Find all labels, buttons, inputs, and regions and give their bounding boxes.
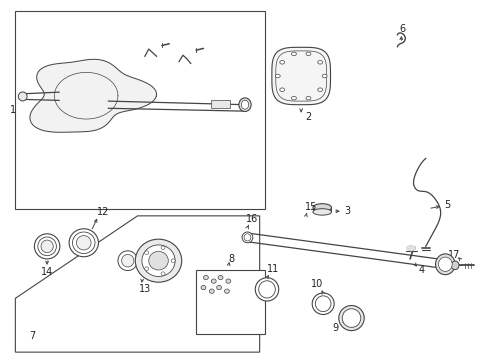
Polygon shape bbox=[407, 246, 415, 251]
Text: 1: 1 bbox=[10, 105, 16, 115]
Ellipse shape bbox=[280, 88, 285, 91]
Text: 12: 12 bbox=[97, 207, 109, 217]
Text: 13: 13 bbox=[139, 284, 151, 294]
Text: 2: 2 bbox=[305, 112, 312, 122]
Polygon shape bbox=[15, 216, 260, 352]
Text: 10: 10 bbox=[311, 279, 323, 289]
Ellipse shape bbox=[122, 255, 134, 267]
Ellipse shape bbox=[280, 60, 285, 64]
Ellipse shape bbox=[142, 245, 175, 276]
Ellipse shape bbox=[34, 234, 60, 259]
Text: 6: 6 bbox=[400, 24, 406, 35]
Ellipse shape bbox=[38, 237, 56, 256]
Ellipse shape bbox=[218, 275, 223, 280]
Ellipse shape bbox=[259, 281, 275, 298]
Ellipse shape bbox=[292, 52, 296, 56]
Ellipse shape bbox=[255, 278, 279, 301]
Ellipse shape bbox=[226, 279, 231, 283]
Text: 15: 15 bbox=[305, 202, 317, 212]
Ellipse shape bbox=[224, 289, 229, 293]
Polygon shape bbox=[30, 59, 156, 132]
Ellipse shape bbox=[73, 232, 95, 253]
Ellipse shape bbox=[436, 254, 455, 275]
Ellipse shape bbox=[316, 296, 331, 312]
Ellipse shape bbox=[306, 52, 311, 56]
Text: 9: 9 bbox=[332, 323, 339, 333]
Ellipse shape bbox=[201, 285, 206, 290]
Text: 3: 3 bbox=[344, 206, 351, 216]
Text: 17: 17 bbox=[448, 249, 461, 260]
Ellipse shape bbox=[76, 235, 91, 250]
Text: 4: 4 bbox=[419, 265, 425, 275]
Ellipse shape bbox=[242, 232, 253, 243]
Polygon shape bbox=[272, 47, 331, 105]
Ellipse shape bbox=[322, 74, 327, 78]
Bar bbox=[211, 100, 230, 108]
Text: 8: 8 bbox=[228, 254, 234, 264]
Ellipse shape bbox=[339, 306, 364, 330]
Text: 7: 7 bbox=[29, 331, 36, 341]
Bar bbox=[15, 12, 265, 209]
Ellipse shape bbox=[161, 272, 165, 275]
Ellipse shape bbox=[69, 229, 98, 257]
Ellipse shape bbox=[312, 293, 334, 315]
Ellipse shape bbox=[18, 92, 27, 101]
Text: 5: 5 bbox=[444, 200, 451, 210]
Ellipse shape bbox=[145, 267, 148, 270]
Ellipse shape bbox=[217, 285, 221, 290]
Ellipse shape bbox=[171, 259, 175, 262]
Ellipse shape bbox=[318, 88, 322, 91]
Ellipse shape bbox=[313, 204, 331, 212]
Ellipse shape bbox=[211, 279, 216, 283]
Ellipse shape bbox=[342, 309, 361, 327]
Ellipse shape bbox=[306, 96, 311, 100]
Ellipse shape bbox=[41, 240, 53, 253]
Ellipse shape bbox=[244, 234, 251, 241]
Ellipse shape bbox=[145, 251, 148, 255]
Text: 16: 16 bbox=[246, 215, 258, 224]
Ellipse shape bbox=[439, 257, 452, 271]
Ellipse shape bbox=[209, 289, 214, 293]
Bar bbox=[196, 270, 265, 334]
Ellipse shape bbox=[292, 96, 296, 100]
Ellipse shape bbox=[203, 275, 208, 280]
Text: 14: 14 bbox=[41, 267, 53, 277]
Ellipse shape bbox=[275, 74, 280, 78]
Text: 11: 11 bbox=[267, 264, 279, 274]
Ellipse shape bbox=[239, 98, 251, 112]
Ellipse shape bbox=[451, 261, 459, 270]
Ellipse shape bbox=[318, 60, 322, 64]
Ellipse shape bbox=[242, 100, 248, 109]
Ellipse shape bbox=[118, 251, 138, 271]
Ellipse shape bbox=[149, 251, 168, 270]
Ellipse shape bbox=[313, 209, 331, 215]
Ellipse shape bbox=[161, 246, 165, 249]
Ellipse shape bbox=[135, 239, 182, 282]
